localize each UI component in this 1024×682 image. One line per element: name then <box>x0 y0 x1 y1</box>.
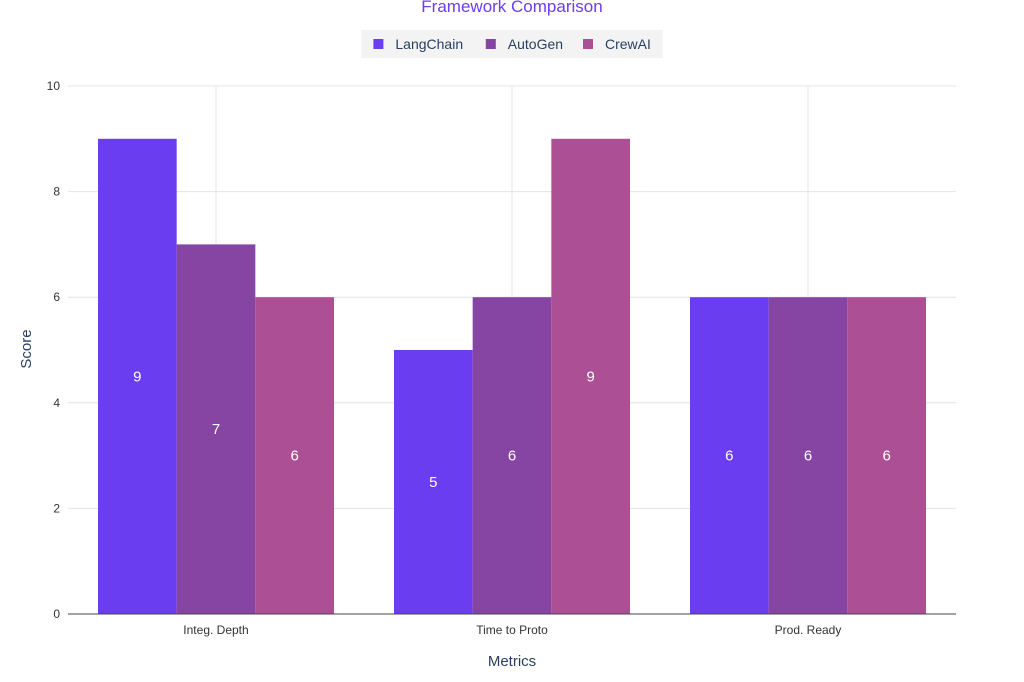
x-tick-label: Integ. Depth <box>183 623 248 637</box>
bar-value-label: 6 <box>290 448 298 465</box>
chart-title: Framework Comparison <box>421 0 602 16</box>
y-tick-label: 4 <box>53 396 60 410</box>
x-tick-label: Time to Proto <box>476 623 548 637</box>
bar-value-label: 6 <box>882 448 890 465</box>
bar-value-label: 6 <box>804 448 812 465</box>
bar-crewai[interactable] <box>255 297 334 614</box>
x-tick-label: Prod. Ready <box>775 623 842 637</box>
bar-value-label: 9 <box>133 368 141 385</box>
y-tick-label: 2 <box>53 501 60 515</box>
x-axis-title: Metrics <box>488 653 536 670</box>
legend-background <box>361 30 663 58</box>
bar-crewai[interactable] <box>551 138 630 615</box>
data-labels: 9 7 6 5 6 9 6 6 6 <box>133 368 891 491</box>
bar-langchain[interactable] <box>394 350 473 614</box>
legend-swatch-autogen[interactable] <box>485 39 496 49</box>
bar-value-label: 6 <box>725 448 733 465</box>
bar-value-label: 9 <box>586 368 594 385</box>
legend[interactable]: LangChain AutoGen CrewAI <box>361 30 663 58</box>
bar-autogen[interactable] <box>768 297 848 614</box>
bar-langchain[interactable] <box>690 297 769 614</box>
bar-value-label: 5 <box>429 474 437 491</box>
y-tick-label: 6 <box>53 290 60 304</box>
bar-value-label: 6 <box>508 448 516 465</box>
legend-label-crewai[interactable]: CrewAI <box>605 36 651 52</box>
bar-autogen[interactable] <box>176 244 256 614</box>
y-tick-label: 0 <box>53 607 60 621</box>
axes: 0 2 4 6 8 10 Integ. Depth Time to Proto Prod. Re… <box>47 79 956 637</box>
legend-swatch-langchain[interactable] <box>373 39 384 49</box>
y-axis-title: Score <box>18 329 35 368</box>
y-tick-label: 10 <box>47 79 61 93</box>
bars <box>98 138 926 615</box>
y-tick-label: 8 <box>53 185 60 199</box>
bar-autogen[interactable] <box>472 297 552 614</box>
legend-label-autogen[interactable]: AutoGen <box>508 36 563 52</box>
legend-swatch-crewai[interactable] <box>583 39 593 49</box>
bar-crewai[interactable] <box>847 297 926 614</box>
bar-langchain[interactable] <box>98 138 177 615</box>
legend-label-langchain[interactable]: LangChain <box>395 36 463 52</box>
bar-value-label: 7 <box>212 421 220 438</box>
